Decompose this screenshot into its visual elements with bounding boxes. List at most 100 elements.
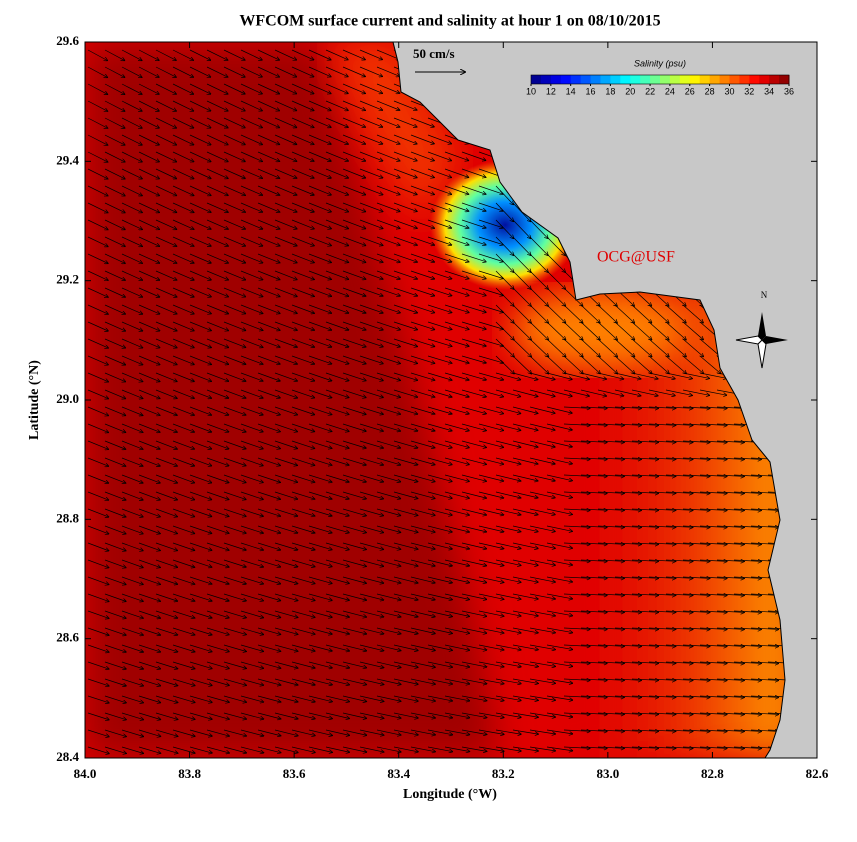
current-arrow	[240, 100, 262, 111]
colorbar-cell	[779, 75, 790, 84]
current-arrow	[189, 66, 211, 77]
current-arrow	[682, 475, 710, 476]
current-arrow	[563, 304, 583, 323]
current-arrow	[376, 117, 400, 127]
current-arrow	[189, 474, 212, 483]
current-arrow	[359, 304, 383, 313]
current-arrow	[87, 83, 107, 94]
current-arrow	[189, 355, 211, 364]
current-arrow	[461, 406, 486, 414]
current-arrow	[121, 151, 142, 162]
current-arrow	[648, 475, 676, 476]
current-arrow	[291, 355, 314, 364]
current-arrow	[580, 441, 607, 442]
current-arrow	[257, 406, 280, 415]
colorbar-cell	[580, 75, 592, 84]
current-arrow	[512, 287, 531, 306]
current-arrow	[631, 304, 652, 323]
current-arrow	[87, 321, 108, 331]
current-arrow	[359, 321, 383, 330]
current-arrow	[461, 168, 486, 177]
current-arrow	[478, 474, 503, 481]
current-arrow	[138, 151, 159, 162]
current-arrow	[342, 151, 365, 161]
current-arrow	[274, 338, 297, 347]
current-arrow	[359, 440, 383, 448]
current-arrow	[648, 441, 676, 442]
current-arrow	[240, 474, 263, 482]
current-arrow	[104, 457, 126, 466]
colorbar-cell	[669, 75, 681, 84]
current-arrow	[580, 458, 607, 459]
x-tick-label: 83.4	[387, 766, 410, 781]
current-arrow	[359, 474, 383, 482]
current-arrow	[427, 389, 452, 397]
colorbar-cell	[560, 75, 572, 84]
current-arrow	[495, 406, 521, 413]
current-arrow	[597, 458, 624, 459]
current-arrow	[478, 185, 503, 194]
current-arrow	[393, 202, 417, 211]
current-arrow	[410, 236, 434, 245]
current-arrow	[274, 372, 297, 381]
current-arrow	[393, 253, 417, 262]
current-arrow	[291, 236, 314, 246]
current-arrow	[155, 287, 177, 297]
current-arrow	[546, 406, 572, 413]
current-arrow	[87, 491, 109, 500]
current-arrow	[206, 372, 228, 381]
current-arrow	[376, 270, 400, 279]
current-arrow	[87, 457, 108, 466]
current-arrow	[699, 475, 727, 476]
current-arrow	[359, 389, 383, 397]
current-arrow	[631, 321, 652, 340]
colorbar-cell	[650, 75, 661, 84]
current-arrow	[427, 287, 452, 296]
current-arrow	[138, 372, 160, 382]
current-arrow	[206, 338, 228, 347]
current-arrow	[257, 236, 280, 246]
current-arrow	[240, 202, 262, 212]
y-tick-label: 29.2	[56, 272, 79, 287]
current-arrow	[461, 355, 486, 363]
current-arrow	[121, 100, 142, 111]
current-arrow	[410, 202, 434, 211]
current-arrow	[393, 168, 417, 178]
current-arrow	[104, 151, 125, 162]
current-arrow	[614, 304, 634, 323]
current-arrow	[223, 117, 245, 128]
current-arrow	[342, 49, 365, 60]
current-arrow	[274, 253, 297, 263]
current-arrow	[342, 287, 366, 296]
current-arrow	[240, 168, 262, 178]
current-arrow	[138, 253, 159, 263]
current-arrow	[138, 134, 159, 145]
current-arrow	[444, 270, 469, 279]
current-arrow	[529, 236, 548, 255]
current-arrow	[274, 304, 297, 313]
current-arrow	[325, 117, 348, 127]
current-arrow	[376, 219, 400, 228]
x-tick-label: 82.6	[806, 766, 829, 781]
current-arrow	[546, 440, 572, 447]
current-arrow	[172, 321, 194, 331]
current-arrow	[172, 457, 194, 466]
current-arrow	[121, 304, 142, 314]
colorbar-cell	[729, 75, 740, 84]
current-arrow	[291, 287, 314, 296]
current-arrow	[291, 253, 314, 263]
current-arrow	[444, 406, 469, 414]
current-arrow	[325, 440, 349, 448]
colorbar-cell	[550, 75, 562, 84]
current-arrow	[223, 134, 245, 145]
current-arrow	[325, 151, 348, 161]
scale-label: 50 cm/s	[413, 46, 455, 61]
current-arrow	[410, 440, 435, 448]
current-arrow	[410, 423, 435, 431]
current-arrow	[427, 440, 452, 448]
current-arrow	[376, 321, 400, 330]
current-arrow	[223, 185, 245, 195]
current-arrow	[223, 457, 246, 466]
current-arrow	[308, 202, 331, 212]
current-arrow	[325, 406, 349, 414]
